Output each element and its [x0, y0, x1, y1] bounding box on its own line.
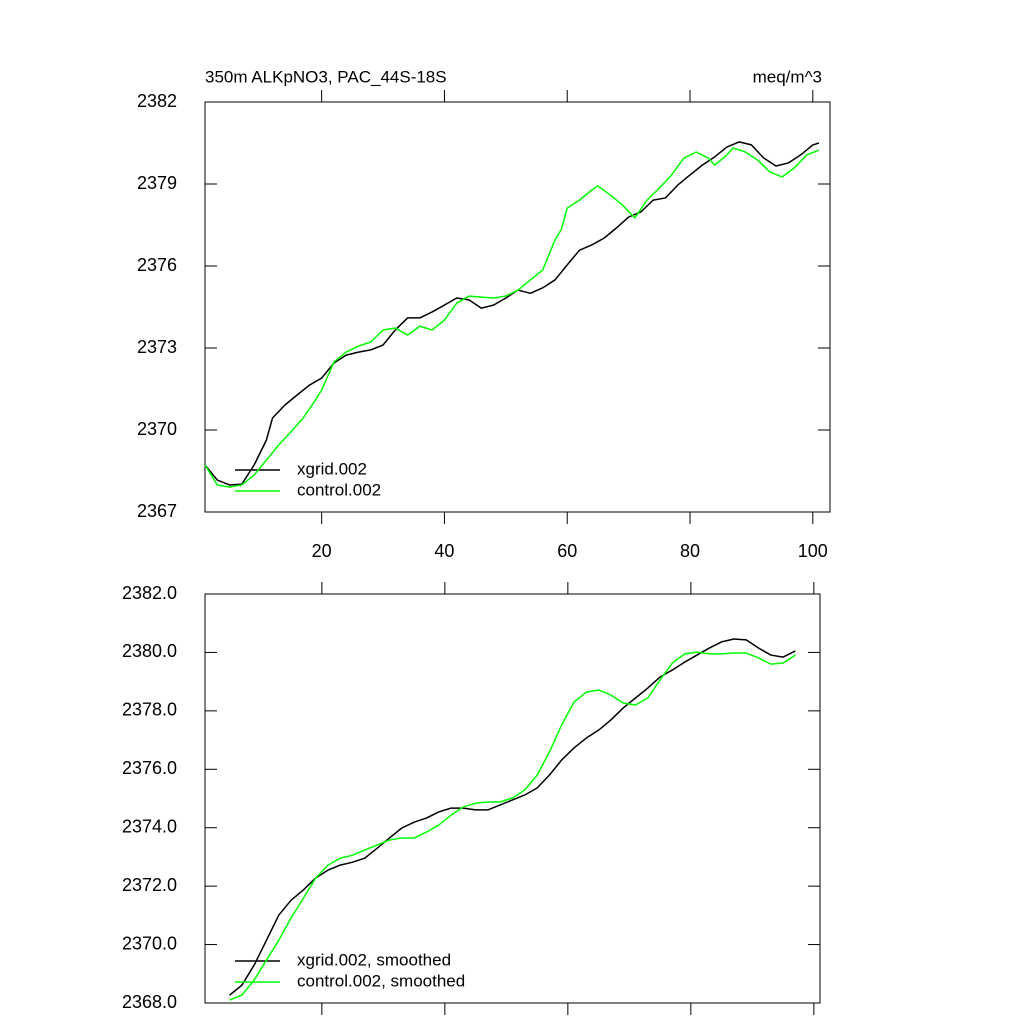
y-tick-label: 2372.0: [122, 875, 177, 895]
y-tick-label: 2370: [137, 419, 177, 439]
y-tick-label: 2374.0: [122, 816, 177, 836]
legend-label: control.002, smoothed: [297, 971, 465, 990]
y-tick-label: 2368.0: [122, 992, 177, 1012]
y-tick-label: 2376.0: [122, 758, 177, 778]
x-tick-label: 60: [557, 541, 577, 561]
series-line: [204, 147, 820, 488]
y-tick-label: 2380.0: [122, 641, 177, 661]
y-tick-label: 2378.0: [122, 700, 177, 720]
x-tick-label: 20: [312, 541, 332, 561]
y-tick-label: 2373: [137, 337, 177, 357]
legend-label: xgrid.002, smoothed: [297, 950, 451, 969]
legend-label: xgrid.002: [297, 459, 367, 478]
x-tick-label: 100: [798, 541, 828, 561]
y-tick-label: 2382.0: [122, 583, 177, 603]
y-tick-label: 2376: [137, 255, 177, 275]
x-tick-label: 80: [680, 541, 700, 561]
plot-frame: [204, 593, 821, 1004]
plot-frame: [204, 101, 831, 513]
y-tick-label: 2379: [137, 173, 177, 193]
series-line: [229, 638, 796, 996]
chart-title: 350m ALKpNO3, PAC_44S-18S: [205, 67, 447, 86]
series-line: [229, 651, 796, 1001]
y-tick-label: 2370.0: [122, 933, 177, 953]
x-tick-label: 40: [434, 541, 454, 561]
units-label: meq/m^3: [753, 67, 822, 86]
legend-label: control.002: [297, 480, 381, 499]
y-tick-label: 2367: [137, 501, 177, 521]
series-line: [204, 141, 820, 486]
y-tick-label: 2382: [137, 91, 177, 111]
